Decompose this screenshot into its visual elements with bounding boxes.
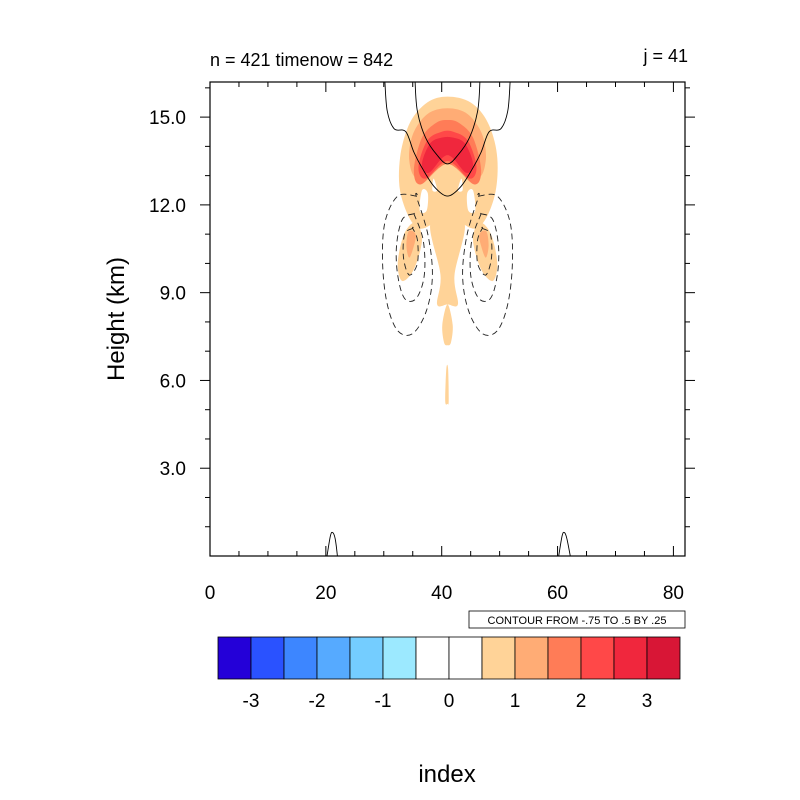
dashed-contour-5: [476, 226, 493, 276]
filled-region-5: [445, 364, 449, 405]
solid-contour-0: [384, 82, 511, 197]
colorbar-label-0: -3: [243, 691, 260, 712]
axis-tick-labels: 0 20 40 60 80 3.0 6.0 9.0 12.0 15.0: [149, 108, 684, 604]
contour-info-text: CONTOUR FROM -.75 TO .5 BY .25: [488, 615, 667, 627]
colorbar-swatch-13: [646, 636, 681, 680]
colorbar-swatch-11: [580, 636, 615, 680]
title-right: j = 41: [642, 46, 688, 66]
x-tick-label-0: 0: [205, 583, 216, 604]
colorbar-swatch-12: [613, 636, 648, 680]
y-axis-label: Height (km): [103, 257, 130, 381]
colorbar-swatch-10: [547, 636, 582, 680]
x-tick-label-1: 20: [315, 583, 336, 604]
solid-contour-1: [414, 82, 481, 165]
colorbar: [217, 636, 681, 680]
y-tick-label-2: 9.0: [160, 284, 186, 305]
x-tick-label-4: 80: [663, 583, 684, 604]
filled-region-11: [479, 230, 489, 258]
white-hole-1: [466, 188, 476, 214]
colorbar-swatch-6: [415, 636, 450, 680]
colorbar-label-5: 2: [576, 691, 587, 712]
filled-region-10: [406, 230, 416, 258]
dashed-contour-4: [469, 211, 500, 302]
colorbar-label-3: 0: [444, 691, 455, 712]
colorbar-swatch-4: [349, 636, 384, 680]
colorbar-swatch-5: [382, 636, 417, 680]
white-hole-0: [419, 188, 429, 214]
colorbar-swatch-1: [250, 636, 285, 680]
filled-region-3: [430, 213, 465, 307]
colorbar-swatch-9: [514, 636, 549, 680]
solid-contour-3: [558, 531, 571, 556]
line-contours: [326, 82, 571, 556]
plot-frame: [209, 81, 686, 557]
dashed-contour-0: [381, 192, 433, 336]
colorbar-swatch-2: [283, 636, 318, 680]
x-axis-label: index: [418, 761, 475, 788]
y-tick-label-0: 3.0: [160, 459, 186, 480]
colorbar-label-2: -1: [375, 691, 392, 712]
colorbar-swatch-3: [316, 636, 351, 680]
colorbar-label-1: -2: [309, 691, 326, 712]
contour-info-box: [468, 610, 686, 629]
y-tick-label-1: 6.0: [160, 371, 186, 392]
filled-region-9: [421, 136, 474, 173]
title-left: n = 421 timenow = 842: [210, 50, 393, 70]
colorbar-label-6: 3: [642, 691, 653, 712]
colorbar-swatch-0: [217, 636, 252, 680]
axis-ticks: [200, 82, 695, 556]
solid-contour-2: [326, 531, 338, 556]
dashed-contour-1: [395, 211, 426, 302]
colorbar-swatch-8: [481, 636, 516, 680]
x-tick-label-3: 60: [547, 583, 568, 604]
colorbar-swatch-7: [448, 636, 483, 680]
x-tick-label-2: 40: [431, 583, 452, 604]
filled-region-4: [442, 304, 453, 346]
colorbar-label-4: 1: [510, 691, 521, 712]
y-tick-label-4: 15.0: [149, 108, 186, 129]
filled-contours: [397, 96, 498, 405]
colorbar-labels: -3 -2 -1 0 1 2 3: [243, 691, 653, 712]
y-tick-label-3: 12.0: [149, 196, 186, 217]
dashed-contour-2: [402, 226, 419, 276]
dashed-contour-3: [462, 192, 514, 336]
